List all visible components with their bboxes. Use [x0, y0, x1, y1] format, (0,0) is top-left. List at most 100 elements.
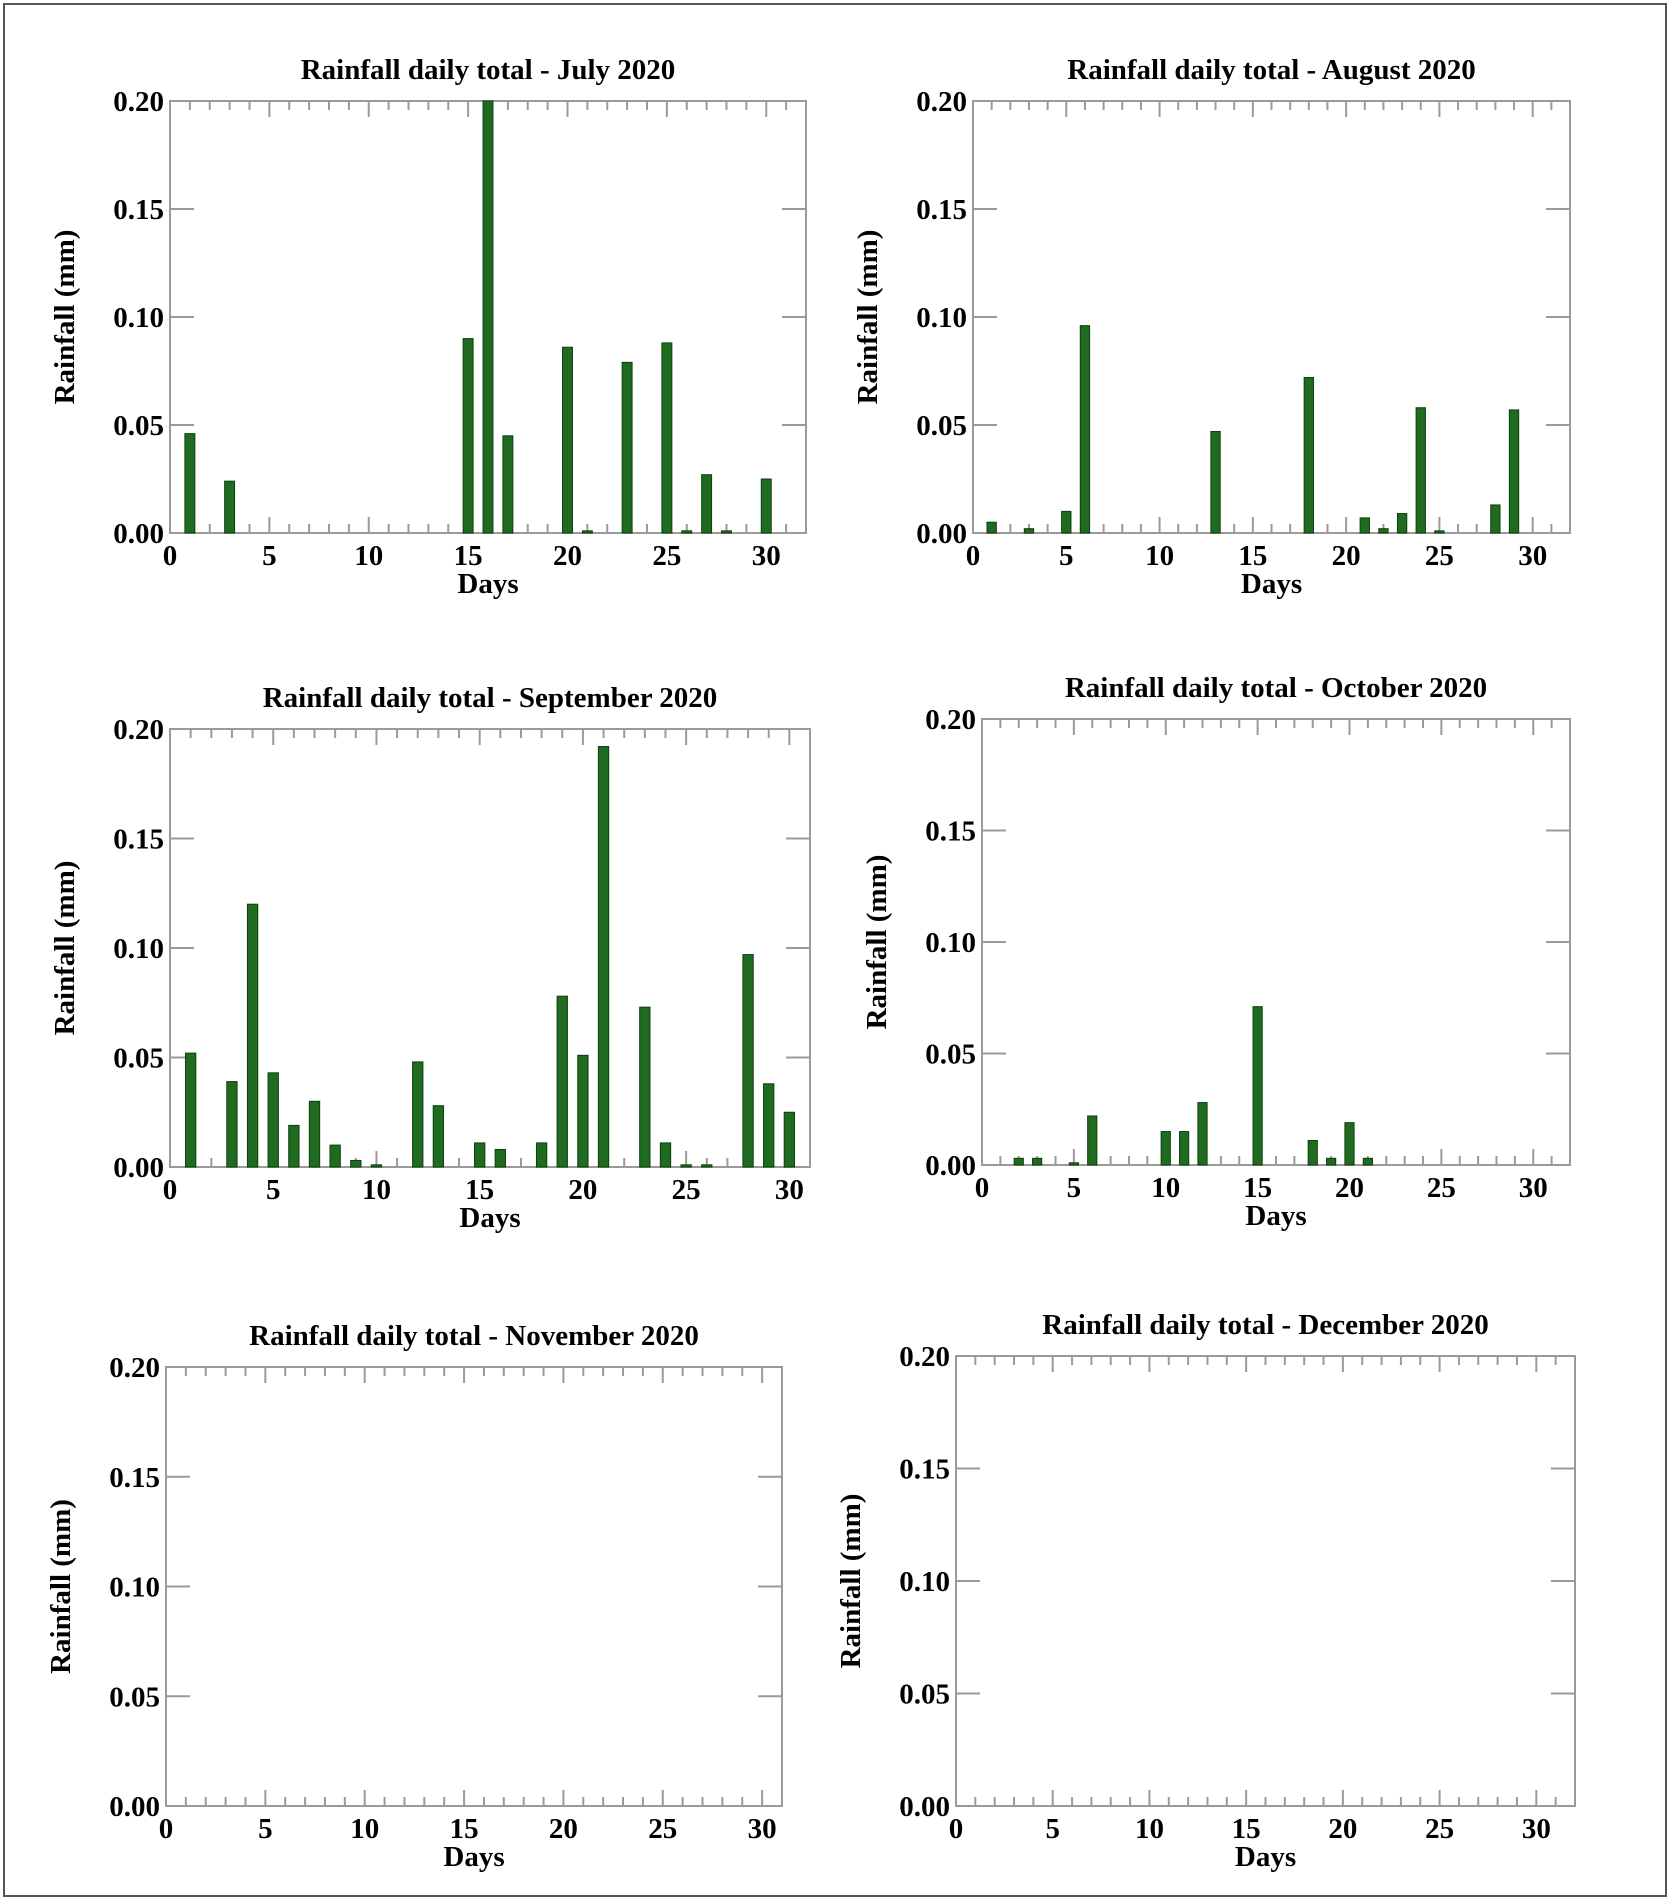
chart-1-bar-day-28 [721, 530, 732, 534]
chart-2-x-tick-label: 5 [1059, 540, 1074, 572]
chart-2-y-tick-label: 0.10 [916, 302, 967, 334]
chart-4-bar-day-18 [1307, 1139, 1318, 1166]
chart-3-bar-day-4 [246, 903, 259, 1168]
chart-3-bar-day-30 [783, 1111, 796, 1168]
chart-1-bar-day-3 [224, 480, 236, 534]
chart-6-x-tick-label: 20 [1328, 1813, 1357, 1845]
chart-2-bar-day-22 [1378, 528, 1389, 534]
chart-3-bar-day-23 [639, 1006, 651, 1168]
chart-3-x-tick-label: 0 [163, 1174, 178, 1206]
chart-3-bar-day-29 [763, 1083, 775, 1168]
chart-1-y-axis-label: Rainfall (mm) [49, 230, 81, 405]
chart-6-y-axis-label: Rainfall (mm) [835, 1494, 867, 1669]
chart-6-x-tick-label: 5 [1045, 1813, 1060, 1845]
chart-2: Rainfall daily total - August 2020 0.00 0.… [852, 54, 1571, 600]
chart-1-bar-day-21 [581, 530, 593, 534]
chart-3-bar-day-6 [288, 1124, 300, 1168]
chart-5-x-tick-label: 25 [648, 1813, 677, 1845]
chart-3-y-tick-label: 0.00 [113, 1152, 164, 1184]
chart-3-bar-day-19 [556, 995, 568, 1168]
chart-6-y-tick-label: 0.15 [899, 1454, 950, 1486]
chart-4-bar-day-20 [1344, 1122, 1355, 1166]
chart-3-bar-day-3 [226, 1081, 238, 1168]
chart-3-bar-day-18 [535, 1142, 548, 1168]
chart-4-bar-day-5 [1068, 1162, 1079, 1166]
chart-5-y-tick-label: 0.20 [109, 1352, 160, 1384]
chart-2-bar-day-3 [1023, 528, 1035, 534]
chart-2-x-tick-label: 10 [1145, 540, 1174, 572]
chart-3-bar-day-16 [494, 1148, 506, 1168]
chart-4-plot-frame [981, 718, 1571, 1166]
chart-3-bar-day-10 [370, 1164, 383, 1168]
chart-1-bar-day-15 [462, 338, 474, 534]
chart-5-x-tick-label: 20 [549, 1813, 578, 1845]
chart-3-bar-day-1 [184, 1052, 197, 1168]
chart-1-bar-day-26 [681, 530, 693, 534]
chart-3-y-tick-label: 0.10 [113, 933, 164, 965]
chart-5-y-tick-label: 0.10 [109, 1572, 160, 1604]
chart-6-x-tick-label: 15 [1232, 1813, 1261, 1845]
chart-1-bar-day-16 [482, 100, 494, 534]
chart-4-y-axis-label: Rainfall (mm) [861, 855, 893, 1030]
chart-1-x-axis-label: Days [457, 568, 518, 600]
chart-3-bar-day-24 [659, 1142, 672, 1168]
chart-1-x-tick-label: 30 [752, 540, 781, 572]
chart-1-x-tick-label: 10 [354, 540, 383, 572]
chart-4-x-tick-label: 20 [1335, 1172, 1364, 1204]
chart-6-x-tick-label: 10 [1135, 1813, 1164, 1845]
chart-3: Rainfall daily total - September 2020 0.0… [49, 682, 811, 1234]
chart-3-bar-day-8 [329, 1144, 341, 1168]
chart-5-y-tick-label: 0.00 [109, 1791, 160, 1823]
chart-4-y-tick-label: 0.00 [925, 1150, 976, 1182]
chart-3-bar-day-28 [742, 954, 754, 1168]
chart-5-x-tick-label: 0 [159, 1813, 174, 1845]
chart-2-bar-day-23 [1396, 513, 1408, 534]
chart-1-y-tick-label: 0.15 [113, 194, 164, 226]
chart-2-x-tick-label: 0 [966, 540, 981, 572]
chart-3-bar-day-20 [577, 1054, 589, 1168]
chart-1-bar-day-27 [701, 474, 713, 534]
chart-4-bar-day-21 [1362, 1157, 1373, 1166]
chart-1-bar-day-20 [562, 346, 573, 534]
chart-2-bar-day-18 [1303, 376, 1314, 534]
chart-3-y-tick-label: 0.20 [113, 714, 164, 746]
chart-4-y-tick-label: 0.10 [925, 927, 976, 959]
chart-3-y-axis-label: Rainfall (mm) [49, 861, 81, 1036]
chart-6-y-tick-label: 0.10 [899, 1566, 950, 1598]
chart-1-y-tick-label: 0.05 [113, 410, 164, 442]
chart-3-bar-day-15 [474, 1142, 486, 1168]
chart-1-bar-day-23 [621, 361, 633, 534]
chart-2-x-tick-label: 30 [1518, 540, 1547, 572]
chart-2-x-tick-label: 25 [1425, 540, 1454, 572]
chart-1-bar-day-17 [502, 435, 514, 534]
chart-6-y-tick-label: 0.00 [899, 1791, 950, 1823]
chart-4-bar-day-15 [1252, 1006, 1263, 1166]
chart-3-y-tick-label: 0.05 [113, 1043, 164, 1075]
chart-2-plot-frame [972, 100, 1571, 534]
chart-1-x-tick-label: 5 [262, 540, 277, 572]
chart-5-plot-frame [165, 1366, 783, 1807]
chart-6-plot-frame [955, 1355, 1576, 1807]
chart-3-x-tick-label: 5 [266, 1174, 281, 1206]
chart-3-x-tick-label: 20 [568, 1174, 597, 1206]
chart-6-x-tick-label: 25 [1425, 1813, 1454, 1845]
chart-5-y-tick-label: 0.15 [109, 1462, 160, 1494]
chart-5-x-tick-label: 5 [258, 1813, 273, 1845]
chart-3-bar-day-5 [267, 1072, 279, 1168]
figure-frame [3, 3, 1667, 1897]
chart-5-x-tick-label: 10 [350, 1813, 379, 1845]
chart-2-bar-day-28 [1490, 504, 1501, 534]
chart-2-y-tick-label: 0.05 [916, 410, 967, 442]
chart-3-y-tick-label: 0.15 [113, 824, 164, 856]
chart-1-x-tick-label: 0 [163, 540, 178, 572]
chart-4-x-tick-label: 10 [1151, 1172, 1180, 1204]
chart-1-y-tick-label: 0.20 [113, 86, 164, 118]
chart-2-bar-day-1 [986, 521, 997, 534]
chart-2-y-tick-label: 0.00 [916, 518, 967, 550]
chart-4-bar-day-19 [1326, 1157, 1337, 1166]
chart-3-bar-day-12 [412, 1061, 424, 1168]
chart-4: Rainfall daily total - October 20200.000… [861, 672, 1571, 1232]
chart-2-y-tick-label: 0.20 [916, 86, 967, 118]
chart-2-bar-day-21 [1359, 517, 1370, 534]
